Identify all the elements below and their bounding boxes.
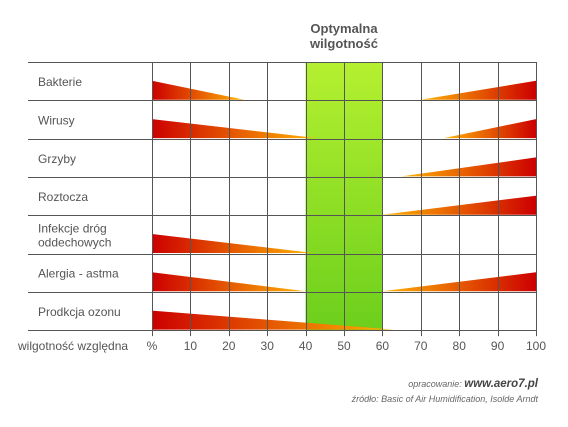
x-unit-label: % [147, 339, 158, 353]
x-tick-label: 20 [222, 339, 236, 353]
credit-prepared-site: www.aero7.pl [464, 378, 538, 390]
wedge-left-4 [152, 234, 314, 253]
category-label: Grzyby [38, 152, 76, 166]
category-label: Prodkcja ozonu [38, 305, 121, 319]
x-tick-label: 30 [261, 339, 275, 353]
category-label: Roztocza [38, 190, 88, 204]
category-label: Infekcje dróg oddechowych [38, 221, 111, 249]
wedge-right-0 [420, 80, 536, 100]
wedge-left-0 [152, 80, 245, 100]
wedge-right-1 [443, 119, 536, 139]
x-tick-label: 90 [491, 339, 505, 353]
wedge-right-2 [401, 157, 536, 177]
x-tick-label: 70 [414, 339, 428, 353]
category-label: Alergia - astma [38, 267, 119, 281]
x-tick-label: 100 [526, 339, 546, 353]
wedge-left-6 [152, 310, 394, 330]
chart-title-line-1: Optymalna [310, 21, 378, 36]
x-tick-label: 80 [453, 339, 467, 353]
wedge-left-5 [152, 272, 306, 292]
credit-source: źródło: Basic of Air Humidification, Iso… [351, 394, 538, 404]
x-tick-label: 60 [376, 339, 390, 353]
x-tick-label: 10 [184, 339, 198, 353]
credit-prepared-label: opracowanie: [408, 379, 462, 389]
category-label: Bakterie [38, 75, 82, 89]
credit-prepared: opracowanie: www.aero7.pl [408, 378, 538, 390]
x-tick-label: 50 [337, 339, 351, 353]
category-label: Wirusy [38, 113, 75, 127]
x-axis-label: wilgotność względna [17, 339, 128, 353]
wedge-left-1 [152, 119, 318, 139]
x-tick-label: 40 [299, 339, 313, 353]
chart-title-line-2: wilgotność [309, 36, 378, 51]
